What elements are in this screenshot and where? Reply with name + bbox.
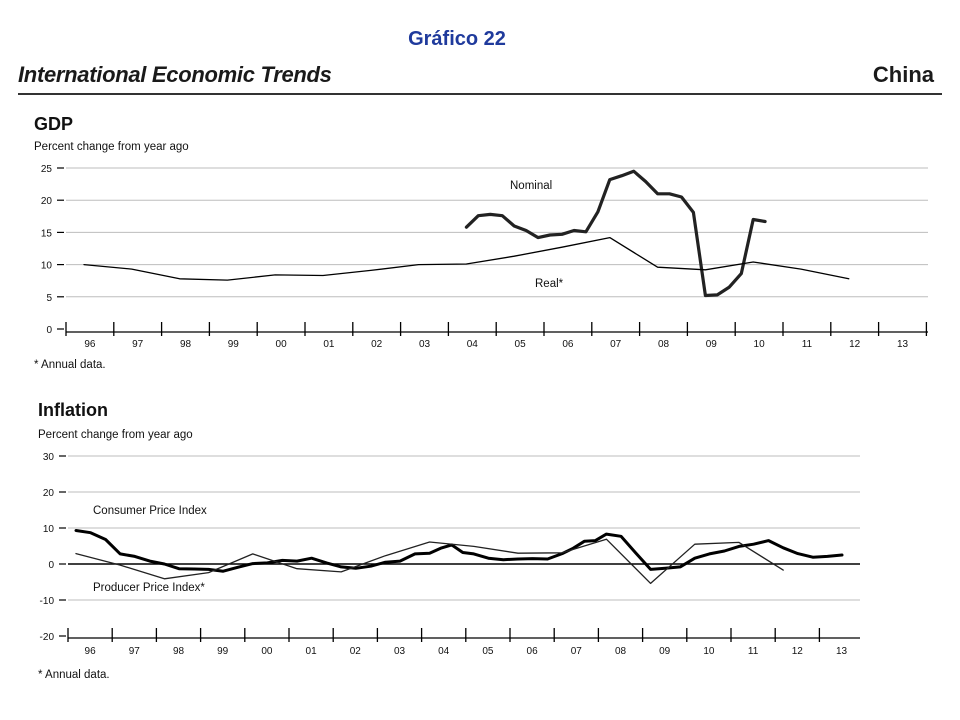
inflation-x-tick-label: 04 — [438, 646, 450, 657]
inflation-x-tick-label: 05 — [482, 646, 494, 657]
inflation-chart-subtitle: Percent change from year ago — [38, 429, 193, 441]
inflation-y-tick-label: -20 — [40, 632, 55, 643]
gdp-series-label: Real* — [535, 278, 564, 290]
inflation-x-tick-label: 07 — [571, 646, 583, 657]
gdp-x-tick-label: 08 — [658, 339, 670, 350]
banner-divider — [18, 93, 942, 95]
inflation-chart-title: Inflation — [38, 400, 108, 420]
inflation-x-tick-label: 06 — [527, 646, 539, 657]
gdp-x-tick-label: 99 — [228, 339, 240, 350]
gdp-x-tick-label: 01 — [323, 339, 335, 350]
gdp-x-tick-label: 00 — [276, 339, 288, 350]
gdp-x-tick-label: 12 — [849, 339, 861, 350]
inflation-x-tick-label: 01 — [306, 646, 318, 657]
inflation-series-b-line — [75, 538, 784, 585]
inflation-y-tick-label: 30 — [43, 452, 55, 463]
figure-title: Gráfico 22 — [408, 28, 506, 50]
gdp-x-tick-label: 04 — [467, 339, 479, 350]
country-label: China — [872, 62, 934, 87]
gdp-x-tick-label: 02 — [371, 339, 383, 350]
gdp-series-b-line — [83, 236, 850, 281]
inflation-x-tick-label: 96 — [85, 646, 97, 657]
gdp-y-tick-label: 15 — [41, 228, 53, 239]
inflation-x-tick-label: 97 — [129, 646, 141, 657]
gdp-x-tick-label: 97 — [132, 339, 144, 350]
gdp-chart-subtitle: Percent change from year ago — [34, 141, 189, 153]
inflation-y-tick-label: -10 — [40, 596, 55, 607]
gdp-x-tick-label: 03 — [419, 339, 431, 350]
gdp-series-a-line — [464, 169, 767, 298]
gdp-x-tick-label: 13 — [897, 339, 909, 350]
gdp-y-tick-label: 5 — [46, 293, 52, 304]
gdp-y-tick-label: 10 — [41, 261, 53, 272]
gdp-y-tick-label: 0 — [46, 325, 52, 336]
inflation-x-tick-label: 03 — [394, 646, 406, 657]
inflation-series-a-line — [74, 529, 844, 573]
inflation-y-tick-label: 20 — [43, 488, 55, 499]
inflation-x-tick-label: 09 — [659, 646, 671, 657]
gdp-x-tick-label: 09 — [706, 339, 718, 350]
gdp-x-tick-label: 05 — [515, 339, 527, 350]
inflation-x-tick-label: 98 — [173, 646, 185, 657]
gdp-x-tick-label: 98 — [180, 339, 192, 350]
gdp-x-tick-label: 11 — [802, 339, 813, 350]
inflation-x-tick-label: 02 — [350, 646, 362, 657]
inflation-footnote: * Annual data. — [38, 669, 110, 681]
inflation-series-label: Producer Price Index* — [93, 582, 205, 594]
inflation-y-tick-label: 0 — [48, 560, 54, 571]
gdp-y-tick-label: 20 — [41, 196, 53, 207]
gdp-x-tick-label: 96 — [84, 339, 96, 350]
inflation-x-tick-label: 99 — [217, 646, 229, 657]
gdp-chart-title: GDP — [34, 114, 74, 134]
inflation-x-tick-label: 10 — [703, 646, 715, 657]
inflation-x-tick-label: 13 — [836, 646, 848, 657]
inflation-x-tick-label: 00 — [261, 646, 273, 657]
report-banner-title: International Economic Trends — [18, 62, 332, 87]
gdp-y-tick-label: 25 — [41, 164, 53, 175]
gdp-x-tick-label: 07 — [610, 339, 622, 350]
inflation-series-label: Consumer Price Index — [93, 505, 207, 517]
inflation-y-tick-label: 10 — [43, 524, 55, 535]
inflation-x-tick-label: 11 — [748, 646, 759, 657]
gdp-x-tick-label: 10 — [754, 339, 766, 350]
gdp-footnote: * Annual data. — [34, 359, 106, 371]
gdp-series-label: Nominal — [510, 180, 552, 192]
gdp-x-tick-label: 06 — [562, 339, 574, 350]
inflation-x-tick-label: 08 — [615, 646, 627, 657]
inflation-x-tick-label: 12 — [792, 646, 804, 657]
